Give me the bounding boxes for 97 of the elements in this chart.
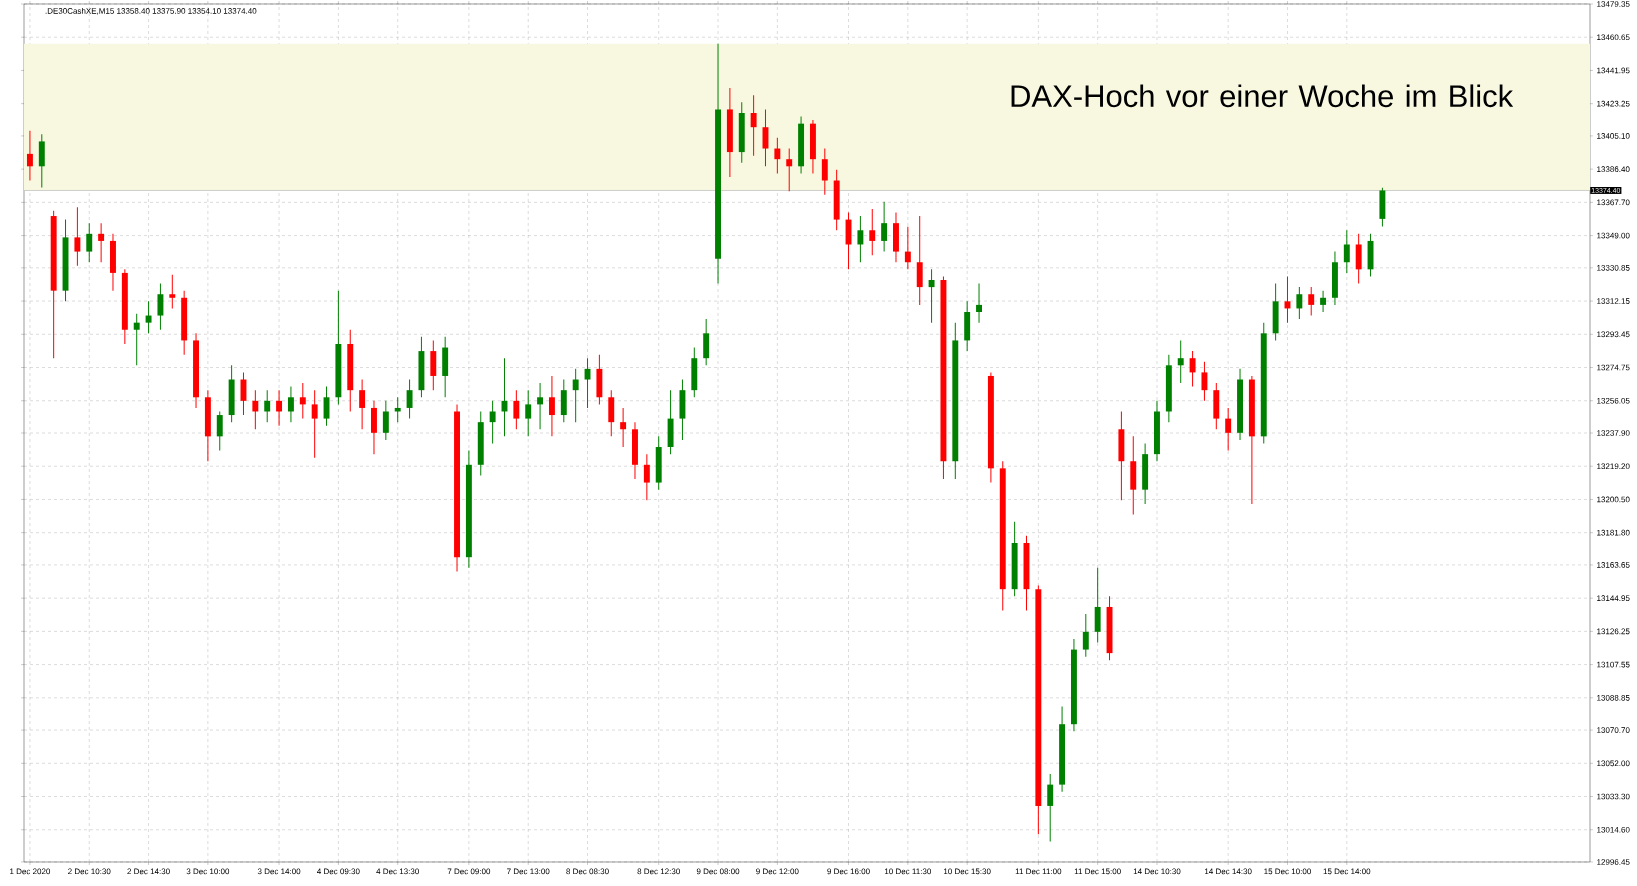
x-tick-label: 9 Dec 08:00: [696, 868, 740, 875]
candlestick: [572, 368, 579, 423]
candlestick: [287, 386, 294, 423]
x-tick-label: 11 Dec 15:00: [1074, 868, 1121, 875]
candlestick: [513, 389, 520, 430]
candlestick: [1201, 361, 1208, 402]
candlestick: [774, 137, 781, 174]
y-tick-label: 13144.95: [1597, 595, 1630, 601]
y-tick-label: 13386.40: [1597, 166, 1630, 172]
candlestick: [1189, 350, 1196, 388]
candlestick: [311, 389, 318, 459]
candlestick: [86, 222, 93, 263]
candlestick: [1177, 339, 1184, 384]
candlestick: [133, 313, 140, 366]
candlestick: [489, 400, 496, 444]
x-tick-label: 1 Dec 2020: [10, 868, 51, 875]
candlestick: [750, 94, 757, 157]
y-tick-label: 13107.55: [1597, 661, 1630, 668]
y-tick-label: 13405.10: [1597, 133, 1630, 139]
candlestick: [537, 382, 544, 430]
x-tick-label: 11 Dec 11:00: [1015, 868, 1062, 875]
x-tick-label: 4 Dec 13:30: [376, 868, 419, 875]
candlestick: [881, 201, 888, 253]
y-tick-label: 13330.85: [1597, 265, 1630, 271]
candlestick: [276, 389, 283, 427]
y-tick-label: 13033.30: [1597, 793, 1630, 800]
candlestick: [252, 389, 259, 430]
chart-title: .DE30CashXE,M15 13358.40 13375.90 13354.10 13374.40: [45, 7, 257, 15]
x-tick-label: 7 Dec 13:00: [507, 868, 550, 875]
y-tick-label: 13070.70: [1597, 727, 1630, 733]
candlestick: [264, 389, 271, 423]
y-tick-label: 13237.90: [1597, 430, 1630, 436]
candlestick: [26, 130, 33, 182]
y-tick-label: 13219.20: [1597, 463, 1630, 470]
x-tick-label: 8 Dec 08:30: [566, 868, 609, 875]
candlestick: [1225, 407, 1232, 452]
candlestick: [1343, 229, 1350, 274]
y-tick-label: 13256.05: [1597, 397, 1630, 404]
y-tick-label: 13349.00: [1597, 232, 1630, 239]
candlestick: [145, 300, 152, 334]
x-tick-label: 3 Dec 10:00: [186, 868, 230, 875]
x-tick-label: 2 Dec 10:30: [68, 868, 111, 875]
y-tick-label: 13126.25: [1597, 628, 1630, 635]
candlestick: [406, 379, 413, 420]
x-tick-label: 7 Dec 09:00: [447, 868, 491, 875]
y-tick-label: 13441.95: [1597, 67, 1630, 74]
x-tick-label: 2 Dec 14:30: [127, 868, 170, 875]
candlestick: [1296, 286, 1303, 320]
x-tick-label: 9 Dec 16:00: [827, 868, 870, 875]
candlestick: [620, 407, 627, 448]
candlestick: [525, 389, 532, 437]
y-tick-label: 13163.65: [1597, 562, 1630, 568]
candlestick: [976, 283, 982, 324]
candlestick: [359, 379, 366, 430]
candlestick: [74, 206, 81, 267]
y-tick-label: 13274.75: [1597, 364, 1630, 371]
y-tick-label: 13200.50: [1597, 496, 1630, 503]
y-tick-label: 12996.45: [1597, 859, 1630, 865]
y-tick-label: 13479.35: [1597, 1, 1630, 7]
candlestick: [548, 375, 555, 437]
x-tick-label: 14 Dec 14:30: [1204, 868, 1252, 875]
y-tick-label: 13460.65: [1597, 34, 1630, 41]
candlestick: [821, 148, 828, 196]
y-tick-label: 13423.25: [1597, 100, 1630, 107]
x-tick-label: 9 Dec 12:00: [756, 868, 799, 875]
x-tick-label: 8 Dec 12:30: [637, 868, 680, 875]
candlestick: [157, 283, 164, 331]
candlestick: [98, 222, 105, 263]
x-tick-label: 4 Dec 09:30: [317, 868, 360, 875]
candlestick: [643, 453, 650, 501]
candlestick: [869, 208, 876, 256]
x-tick-label: 15 Dec 14:00: [1323, 868, 1371, 875]
candlestick: [169, 274, 176, 309]
candlestick: [1320, 290, 1327, 313]
y-tick-label: 13088.85: [1597, 694, 1630, 701]
x-tick-label: 14 Dec 10:30: [1133, 868, 1181, 875]
candlestick: [1082, 613, 1089, 658]
y-tick-label: 13312.15: [1597, 298, 1630, 304]
candlestick: [904, 226, 911, 270]
candlestick: [299, 382, 306, 420]
candlestick: [382, 400, 389, 441]
y-tick-label: 13052.00: [1597, 760, 1630, 767]
x-tick-label: 10 Dec 15:30: [943, 868, 991, 875]
candlestick: [928, 268, 935, 324]
x-tick-label: 3 Dec 14:00: [257, 868, 301, 875]
x-tick-label: 15 Dec 10:00: [1264, 868, 1311, 875]
candlestick: [216, 410, 223, 452]
annotation: DAX-Hoch vor einer Woche im Blick: [1011, 84, 1514, 108]
candlestick: [857, 215, 864, 263]
y-tick-label: 13367.70: [1597, 199, 1630, 206]
y-tick-label: 13014.60: [1597, 826, 1630, 833]
candlestick: [786, 148, 793, 192]
candlestick: [1308, 286, 1315, 317]
y-tick-label: 13181.80: [1597, 529, 1630, 536]
candlestick: [1047, 773, 1054, 842]
y-tick-label: 13293.45: [1597, 331, 1630, 338]
x-tick-label: 10 Dec 11:30: [884, 868, 932, 875]
